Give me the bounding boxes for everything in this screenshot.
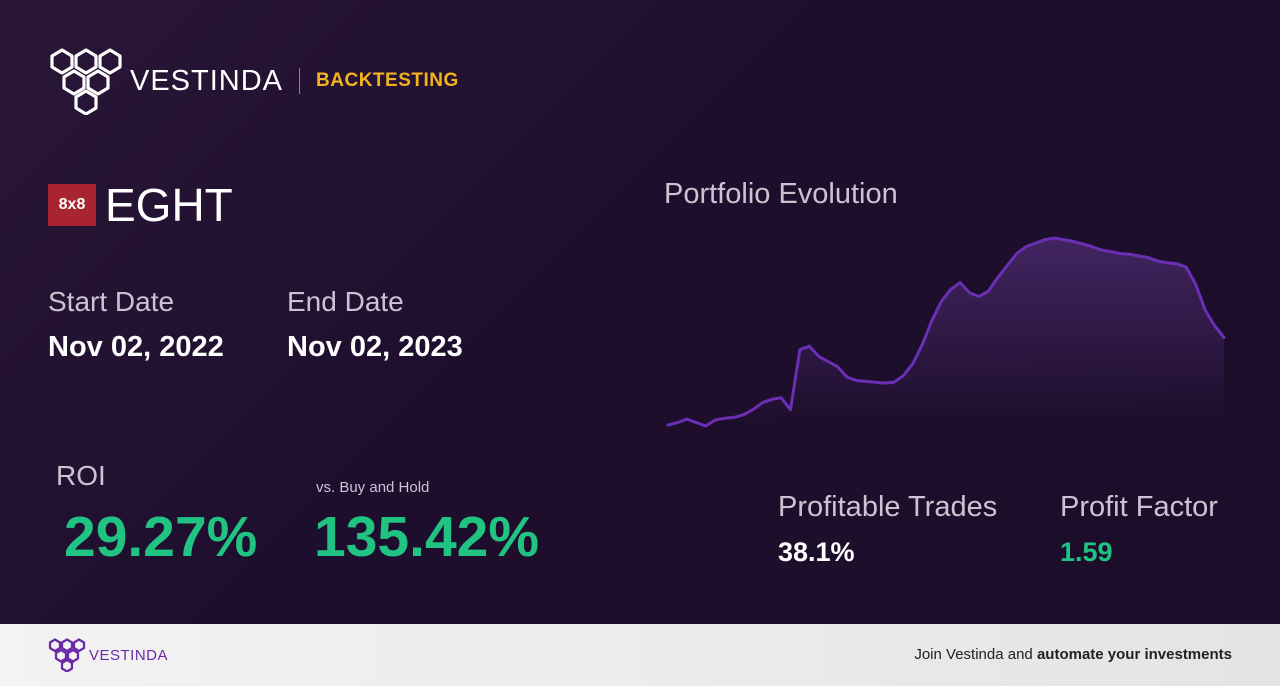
chart-title: Portfolio Evolution bbox=[664, 178, 898, 210]
cta-prefix: Join Vestinda and bbox=[914, 646, 1037, 663]
section-label: BACKTESTING bbox=[316, 70, 459, 91]
footer-call-to-action[interactable]: Join Vestinda and automate your investme… bbox=[914, 646, 1232, 663]
cta-emphasis: automate your investments bbox=[1036, 646, 1232, 663]
footer-brand-name: VESTINDA bbox=[89, 646, 169, 664]
end-date-label: End Date bbox=[287, 286, 404, 317]
start-date-label: Start Date bbox=[48, 286, 175, 317]
portfolio-series-line bbox=[666, 236, 1226, 428]
vestinda-logo-icon bbox=[50, 48, 122, 115]
profit-factor-value: 1.59 bbox=[1060, 537, 1113, 567]
vestinda-logo-icon bbox=[48, 638, 86, 672]
end-date-value: Nov 02, 2023 bbox=[287, 331, 463, 363]
buy-hold-label: vs. Buy and Hold bbox=[316, 479, 430, 496]
buy-hold-value: 135.42% bbox=[314, 505, 540, 569]
start-date-value: Nov 02, 2022 bbox=[48, 331, 224, 363]
brand-name: VESTINDA bbox=[130, 64, 284, 97]
portfolio-area-fill bbox=[668, 238, 1224, 426]
brand-divider bbox=[299, 68, 301, 94]
profitable-trades-label: Profitable Trades bbox=[778, 491, 998, 523]
profit-factor-label: Profit Factor bbox=[1060, 491, 1218, 523]
portfolio-chart bbox=[666, 236, 1226, 428]
ticker-heading: 8x8 EGHT bbox=[48, 178, 233, 232]
roi-label: ROI bbox=[56, 460, 106, 491]
roi-value: 29.27% bbox=[64, 505, 258, 569]
footer-brand[interactable]: VESTINDA bbox=[48, 638, 168, 672]
hero-banner: VESTINDA BACKTESTING 8x8 EGHT Start Date… bbox=[0, 0, 1280, 624]
brand-header[interactable]: VESTINDA BACKTESTING bbox=[48, 46, 459, 116]
profitable-trades-value: 38.1% bbox=[778, 537, 855, 567]
ticker-logo-badge: 8x8 bbox=[48, 184, 96, 226]
ticker-symbol: EGHT bbox=[105, 179, 233, 231]
footer-bar: VESTINDA Join Vestinda and automate your… bbox=[0, 624, 1280, 686]
